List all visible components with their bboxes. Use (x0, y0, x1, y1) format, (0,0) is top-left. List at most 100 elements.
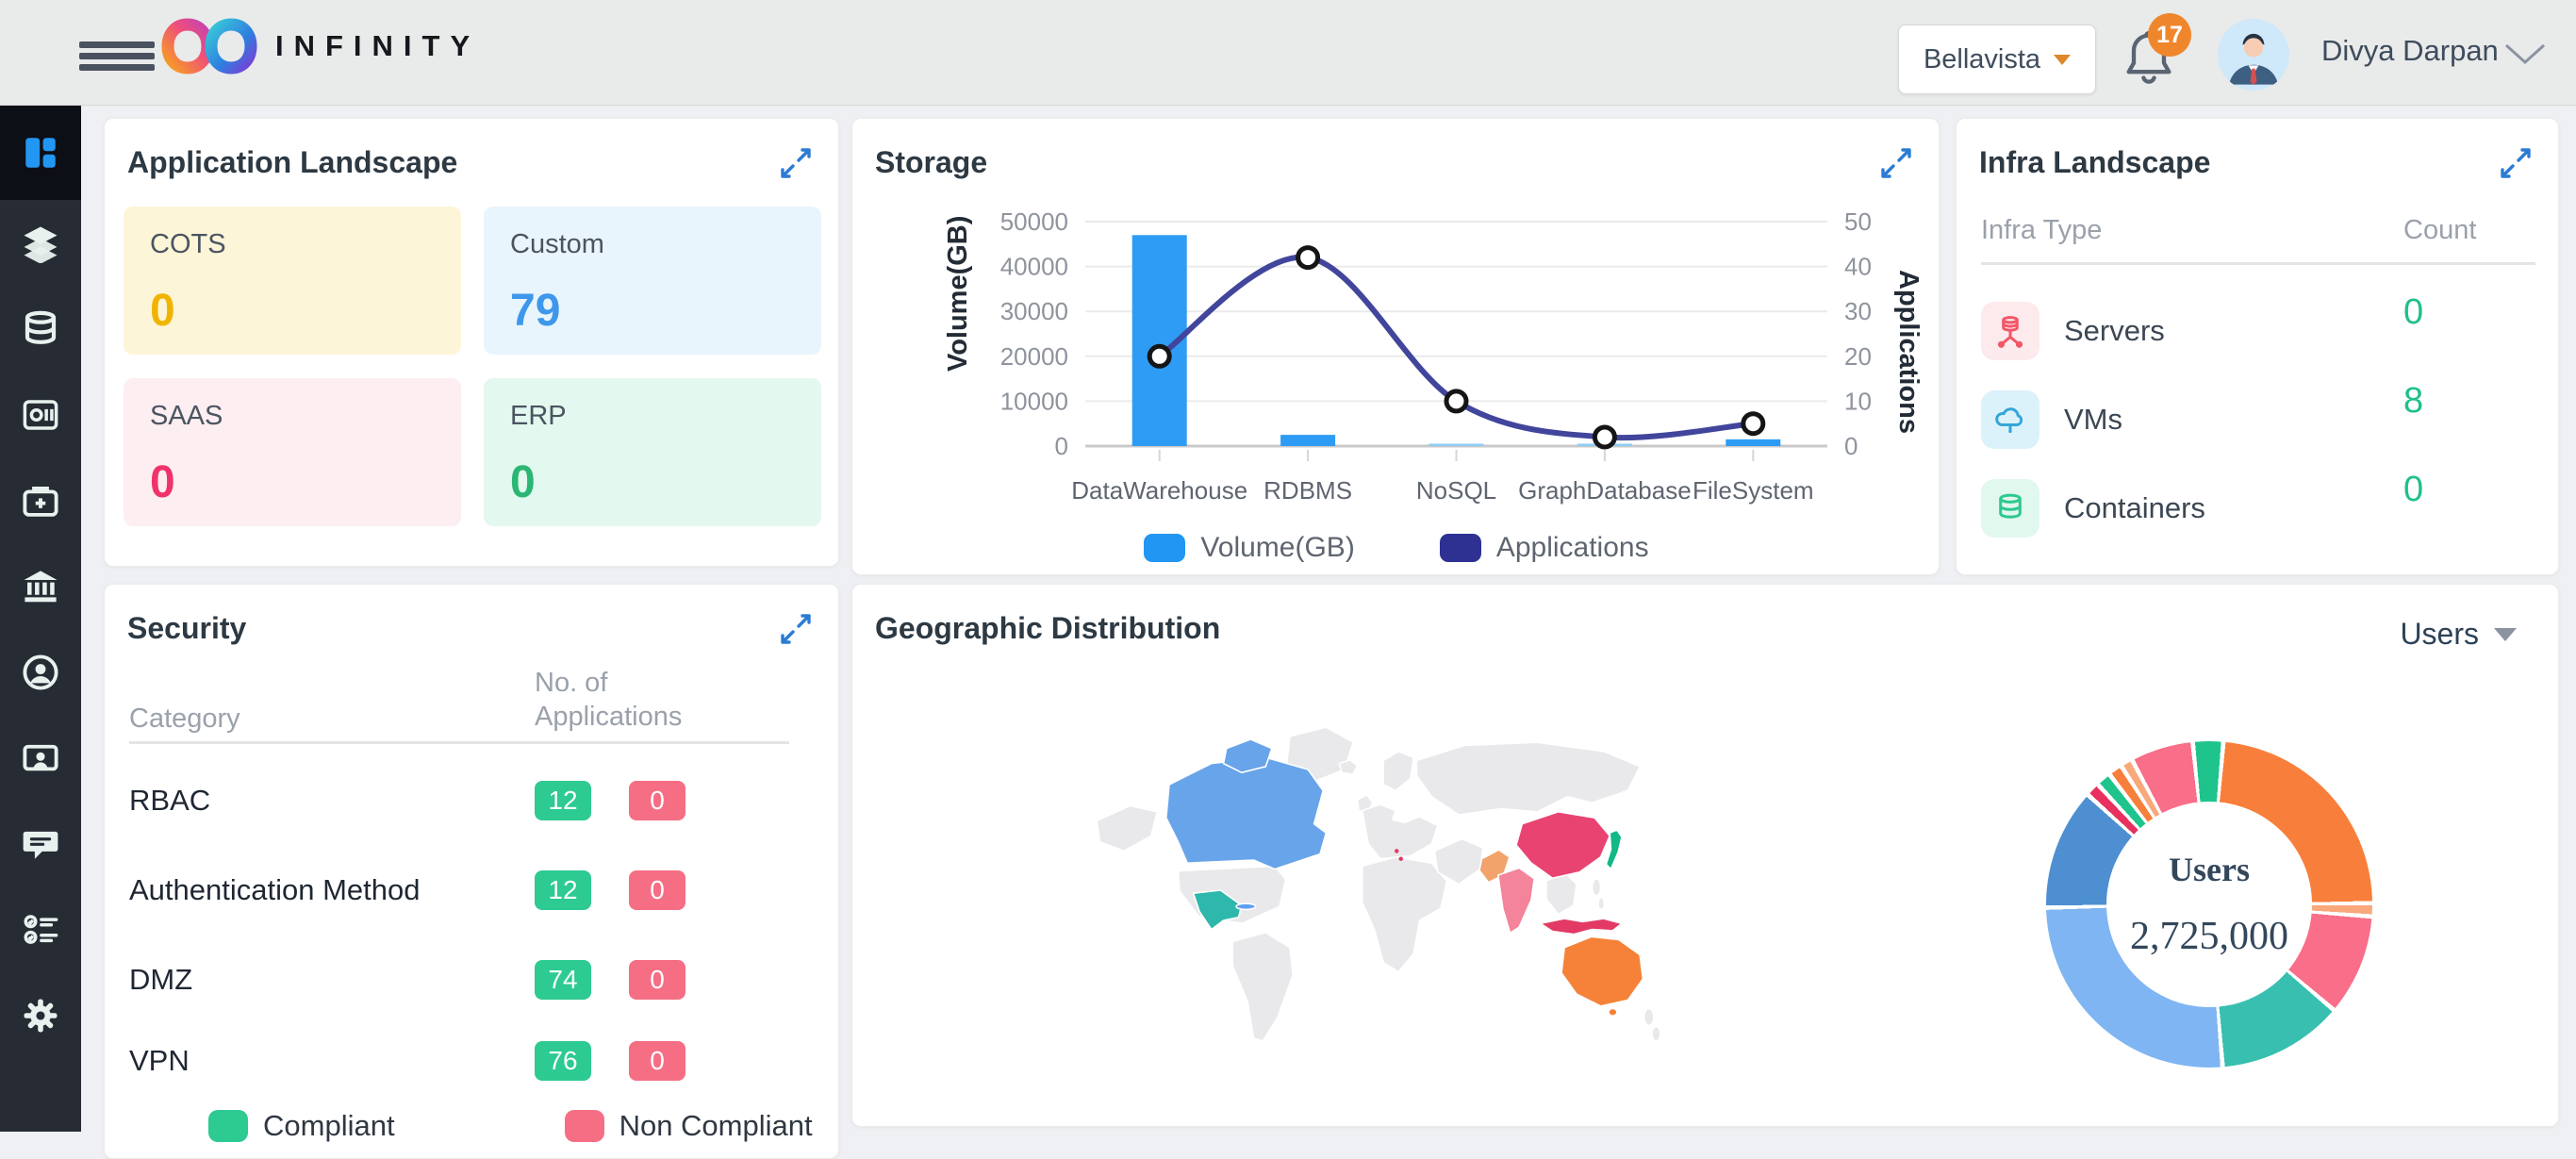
country-europe-dot (1395, 849, 1399, 853)
table-row-authentication-method: Authentication Method 12 0 (129, 841, 793, 939)
top-header: INFINITY Bellavista 17 Divya Darpan (0, 0, 2576, 106)
tile-label: SAAS (150, 401, 223, 431)
sidebar-item-add-box[interactable] (0, 457, 81, 543)
sidebar-item-settings[interactable] (0, 972, 81, 1058)
container-icon (1981, 479, 2039, 538)
expand-icon[interactable] (778, 611, 814, 647)
user-name[interactable]: Divya Darpan (2321, 34, 2499, 67)
tile-value: 0 (150, 286, 175, 336)
svg-text:10: 10 (1844, 387, 1872, 415)
infra-row-label: Containers (2064, 491, 2205, 524)
svg-text:20: 20 (1844, 342, 1872, 371)
donut-center-label: Users (2169, 851, 2250, 888)
tile-value: 0 (150, 457, 175, 507)
checklist-icon (24, 914, 58, 944)
svg-text:NoSQL: NoSQL (1416, 476, 1496, 505)
catalog-icon (23, 399, 58, 430)
metric-selector-dropdown[interactable]: Users (2400, 617, 2517, 652)
application-tiles: COTS 0 Custom 79 SAAS 0 ERP 0 (124, 207, 821, 526)
world-map-chart[interactable] (1079, 683, 1682, 1098)
sidebar-item-bank[interactable] (0, 543, 81, 629)
y-axis-left-label: Volume(GB) (943, 215, 973, 372)
tile-erp[interactable]: ERP 0 (484, 378, 821, 526)
compliant-badge: 74 (535, 960, 591, 1000)
table-row-vpn: VPN 76 0 (129, 1020, 793, 1101)
sidebar-item-presentation[interactable] (0, 715, 81, 801)
security-category: VPN (129, 1043, 190, 1077)
storage-combo-chart[interactable]: 0 10000 20000 30000 40000 50000 0 10 20 30 40 50 Dat… (852, 119, 1940, 524)
country-europe-dot (1398, 856, 1403, 861)
column-infra-type: Infra Type (1981, 215, 2103, 245)
legend-swatch (208, 1110, 248, 1142)
sidebar-item-chat[interactable] (0, 801, 81, 886)
infra-table: Servers 0 VMs 8 Containers (1981, 287, 2535, 553)
tile-label: COTS (150, 229, 226, 259)
legend-label: Non Compliant (619, 1109, 813, 1142)
tile-cots[interactable]: COTS 0 (124, 207, 461, 355)
chevron-down-icon (2054, 54, 2072, 65)
column-category: Category (129, 703, 240, 734)
tile-value: 0 (510, 457, 536, 507)
donut-center-value: 2,725,000 (2130, 915, 2288, 958)
card-title: Security (127, 611, 247, 645)
sidebar-item-checklist[interactable] (0, 886, 81, 972)
legend-label: Volume(GB) (1200, 532, 1355, 563)
expand-icon[interactable] (1878, 145, 1914, 181)
security-table: RBAC 12 0 Authentication Method 12 0 DMZ… (129, 760, 793, 1101)
tenant-selector[interactable]: Bellavista (1898, 25, 2096, 94)
security-card: Security Category No. of Applications RB… (104, 584, 839, 1159)
app-logo[interactable]: INFINITY (160, 17, 480, 75)
svg-text:0: 0 (1055, 432, 1068, 460)
non-compliant-badge: 0 (629, 781, 685, 820)
legend-label: Compliant (263, 1109, 395, 1142)
table-row-dmz: DMZ 74 0 (129, 939, 793, 1020)
tile-saas[interactable]: SAAS 0 (124, 378, 461, 526)
landmass-new-zealand (1643, 1007, 1655, 1027)
screen-user-icon (23, 744, 58, 770)
sidebar-item-database[interactable] (0, 286, 81, 372)
legend-item-compliant: Compliant (208, 1109, 395, 1143)
notifications-button[interactable]: 17 (2120, 13, 2191, 94)
legend-item-volume[interactable]: Volume(GB) (1144, 532, 1355, 564)
card-title: Storage (875, 145, 988, 179)
application-landscape-card: Application Landscape COTS 0 Custom 79 S… (104, 118, 839, 567)
expand-icon[interactable] (2498, 145, 2534, 181)
infra-row-count: 8 (2403, 381, 2424, 421)
table-row-vms: VMs 8 (1981, 375, 2535, 464)
user-avatar[interactable] (2218, 19, 2289, 91)
security-table-header: Category No. of Applications (129, 666, 714, 735)
svg-text:50000: 50000 (1000, 207, 1068, 236)
user-menu-chevron-icon[interactable] (2504, 43, 2546, 66)
brand-name: INFINITY (275, 29, 481, 62)
sidebar-item-dashboard[interactable] (0, 106, 81, 200)
infra-landscape-card: Infra Landscape Infra Type Count Servers… (1956, 118, 2559, 575)
landmass-europe (1362, 803, 1439, 860)
landmass-iceland (1338, 758, 1359, 775)
hamburger-menu-icon[interactable] (79, 41, 155, 71)
security-category: DMZ (129, 962, 193, 996)
compliant-badge: 12 (535, 870, 591, 910)
sidebar-item-user[interactable] (0, 629, 81, 715)
card-title: Infra Landscape (1979, 145, 2211, 179)
y-axis-right-label: Applications (1893, 270, 1924, 435)
bank-icon (24, 570, 58, 602)
users-donut-chart[interactable]: Users 2,725,000 (2046, 741, 2372, 1068)
landmass-south-america (1231, 932, 1294, 1042)
non-compliant-badge: 0 (629, 870, 685, 910)
expand-icon[interactable] (778, 145, 814, 181)
table-row-servers: Servers 0 (1981, 287, 2535, 375)
country-australia (1560, 935, 1644, 1007)
tile-custom[interactable]: Custom 79 (484, 207, 821, 355)
security-legend: Compliant Non Compliant (208, 1109, 813, 1143)
svg-text:10000: 10000 (1000, 387, 1068, 415)
svg-text:DataWarehouse: DataWarehouse (1071, 476, 1247, 505)
sidebar-item-catalog[interactable] (0, 372, 81, 457)
infra-row-label: VMs (2064, 403, 2122, 436)
legend-item-applications[interactable]: Applications (1439, 532, 1649, 564)
storage-legend: Volume(GB) Applications (852, 532, 1940, 564)
infra-row-count: 0 (2403, 292, 2424, 332)
sidebar-item-layers[interactable] (0, 200, 81, 286)
tile-label: Custom (510, 229, 604, 259)
country-indonesia (1539, 918, 1623, 935)
legend-label: Applications (1495, 532, 1649, 563)
